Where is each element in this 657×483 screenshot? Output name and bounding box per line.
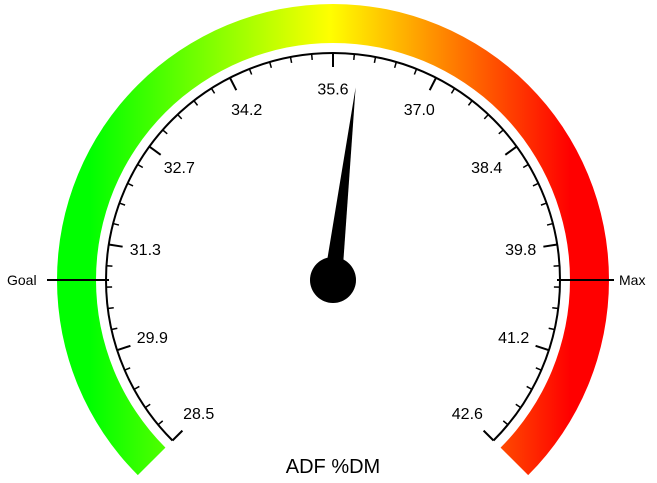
minor-tick <box>310 53 313 61</box>
minor-tick <box>289 56 293 64</box>
tick-label: 39.8 <box>505 242 536 259</box>
gauge-scale-arc <box>105 51 561 442</box>
minor-tick <box>532 182 539 187</box>
gauge-tick-labels: 28.5 29.9 31.3 32.7 34.2 35.6 37.0 38.4 39.8 41.2… <box>130 82 537 423</box>
major-tick <box>171 429 184 442</box>
minor-tick <box>483 114 489 120</box>
minor-tick <box>144 403 151 409</box>
tick-label: 34.2 <box>231 102 262 119</box>
minor-tick <box>353 53 356 61</box>
minor-tick <box>157 420 164 426</box>
minor-tick <box>552 306 559 310</box>
minor-tick <box>393 61 398 68</box>
minor-tick <box>467 100 473 106</box>
gauge-needle <box>324 87 356 282</box>
max-label: Max <box>619 272 645 288</box>
minor-tick <box>111 327 118 331</box>
gauge-color-band <box>57 4 610 476</box>
minor-tick <box>124 367 131 371</box>
minor-tick <box>133 385 140 391</box>
minor-tick <box>535 367 542 371</box>
minor-tick <box>540 202 547 206</box>
goal-label: Goal <box>7 272 37 288</box>
major-tick <box>504 145 518 156</box>
minor-tick <box>268 61 273 68</box>
minor-tick <box>119 202 126 206</box>
minor-tick <box>177 114 183 120</box>
gauge-hub <box>310 257 356 303</box>
major-tick <box>116 344 131 352</box>
minor-tick <box>162 129 168 135</box>
tick-label: 32.7 <box>164 160 195 177</box>
gauge-title: ADF %DM <box>286 456 380 478</box>
minor-tick <box>248 68 253 75</box>
minor-tick <box>548 327 555 331</box>
minor-tick <box>127 182 134 187</box>
minor-tick <box>112 222 120 226</box>
minor-tick <box>413 68 418 75</box>
minor-tick <box>373 56 377 64</box>
major-tick <box>108 243 123 248</box>
gauge-ticks <box>106 53 560 442</box>
minor-tick <box>107 306 114 310</box>
major-tick <box>535 344 550 352</box>
tick-label: 41.2 <box>498 330 529 347</box>
minor-tick <box>522 163 529 169</box>
major-tick <box>428 77 437 91</box>
minor-tick <box>502 420 509 426</box>
major-tick <box>543 243 558 248</box>
major-tick <box>482 429 495 442</box>
tick-label: 31.3 <box>130 242 161 259</box>
tick-label: 38.4 <box>471 160 502 177</box>
minor-tick <box>526 385 533 391</box>
minor-tick <box>137 163 144 169</box>
minor-tick <box>210 87 216 94</box>
tick-label: 37.0 <box>404 102 435 119</box>
tick-label: 29.9 <box>137 330 168 347</box>
major-tick <box>148 145 162 156</box>
minor-tick <box>515 403 522 409</box>
tick-label: 28.5 <box>183 406 214 423</box>
minor-tick <box>546 222 554 226</box>
minor-tick <box>450 87 456 94</box>
major-tick <box>229 77 238 91</box>
tick-label: 35.6 <box>317 82 348 99</box>
tick-label: 42.6 <box>452 406 483 423</box>
minor-tick <box>193 100 199 106</box>
minor-tick <box>498 129 504 135</box>
